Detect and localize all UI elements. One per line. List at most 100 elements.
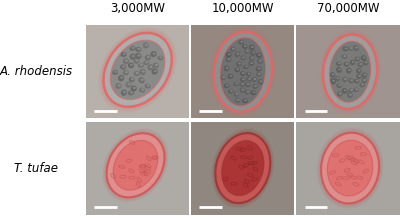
Ellipse shape [260,80,262,82]
Ellipse shape [249,56,255,61]
Ellipse shape [252,84,258,89]
Ellipse shape [356,74,362,79]
Ellipse shape [318,129,382,208]
Ellipse shape [344,89,347,91]
Ellipse shape [228,58,230,60]
Ellipse shape [356,80,358,82]
Ellipse shape [234,51,240,57]
Ellipse shape [235,83,238,85]
Ellipse shape [348,69,351,71]
Ellipse shape [361,55,366,61]
Ellipse shape [247,83,250,85]
Ellipse shape [239,82,245,87]
Ellipse shape [226,57,231,62]
Ellipse shape [134,71,140,76]
Ellipse shape [106,133,165,198]
Ellipse shape [344,62,349,67]
Ellipse shape [118,75,124,81]
Ellipse shape [236,68,239,70]
Ellipse shape [250,90,256,95]
Ellipse shape [128,83,131,85]
Ellipse shape [342,54,347,59]
Ellipse shape [317,127,384,209]
Ellipse shape [235,98,240,103]
Ellipse shape [150,51,157,57]
Ellipse shape [235,93,238,95]
Ellipse shape [258,79,264,85]
Ellipse shape [241,83,244,85]
Ellipse shape [236,53,239,55]
Ellipse shape [102,31,174,109]
Ellipse shape [136,72,139,74]
Ellipse shape [236,61,242,67]
Ellipse shape [240,77,246,83]
Ellipse shape [361,78,367,83]
Ellipse shape [234,67,240,72]
Ellipse shape [336,77,339,79]
Ellipse shape [130,46,136,51]
Ellipse shape [348,46,354,51]
Ellipse shape [352,61,354,63]
Ellipse shape [136,59,138,62]
Ellipse shape [106,133,164,197]
Ellipse shape [245,90,250,95]
Ellipse shape [125,60,128,62]
Ellipse shape [125,71,128,73]
Ellipse shape [246,50,249,52]
Ellipse shape [214,131,272,205]
Ellipse shape [254,85,257,87]
Ellipse shape [112,70,118,75]
Ellipse shape [338,68,341,71]
Ellipse shape [344,55,346,57]
Ellipse shape [114,71,117,73]
Ellipse shape [320,30,380,113]
Ellipse shape [222,141,264,196]
Ellipse shape [140,79,144,81]
Ellipse shape [347,92,353,98]
Ellipse shape [350,60,355,65]
Ellipse shape [248,72,251,75]
Ellipse shape [245,82,251,87]
Ellipse shape [100,29,176,111]
Ellipse shape [259,60,262,62]
Ellipse shape [140,69,146,75]
Ellipse shape [350,89,353,91]
Ellipse shape [242,78,245,80]
Ellipse shape [143,42,149,48]
Ellipse shape [128,90,134,95]
Ellipse shape [240,71,246,76]
Ellipse shape [319,29,381,115]
Ellipse shape [356,58,359,60]
Ellipse shape [330,78,336,84]
Ellipse shape [338,62,341,64]
Ellipse shape [358,62,363,67]
Ellipse shape [131,86,137,92]
Ellipse shape [354,79,359,83]
Ellipse shape [228,74,233,79]
Ellipse shape [360,63,362,65]
Ellipse shape [153,62,159,69]
Ellipse shape [252,51,255,53]
Ellipse shape [339,92,342,95]
Ellipse shape [234,92,239,97]
Ellipse shape [242,44,248,49]
Ellipse shape [332,80,335,82]
Ellipse shape [222,76,225,78]
Ellipse shape [145,44,148,46]
Ellipse shape [133,87,136,89]
Ellipse shape [322,33,378,111]
Ellipse shape [245,65,248,68]
Ellipse shape [251,46,254,48]
Ellipse shape [215,133,270,203]
Ellipse shape [152,69,158,75]
Ellipse shape [338,84,341,86]
Ellipse shape [210,27,275,116]
Ellipse shape [365,61,368,64]
Ellipse shape [123,58,129,64]
Ellipse shape [105,132,166,199]
Ellipse shape [130,64,133,66]
Ellipse shape [233,82,239,86]
Ellipse shape [361,83,364,85]
Ellipse shape [120,52,127,57]
Ellipse shape [256,66,261,72]
